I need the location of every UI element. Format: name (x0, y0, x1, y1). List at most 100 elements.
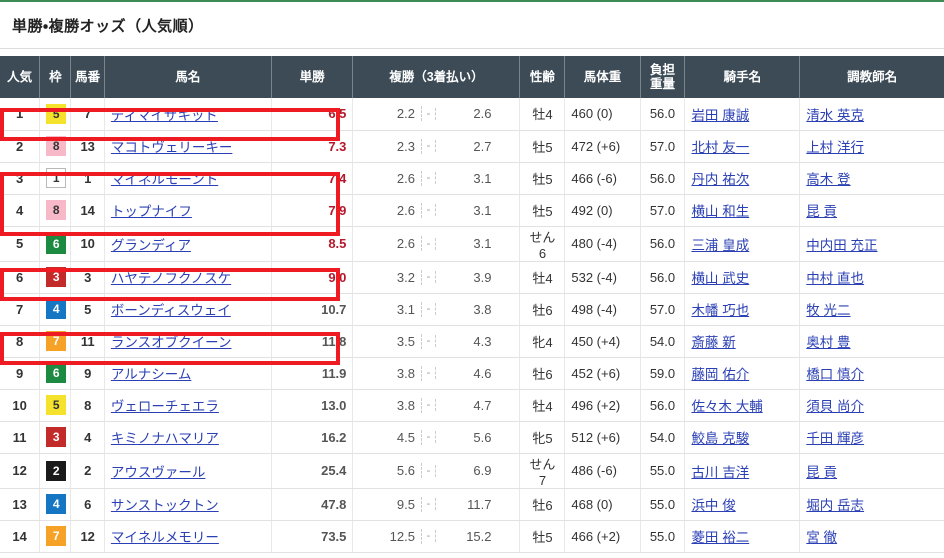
header-weight[interactable]: 馬体重 (564, 56, 641, 98)
trainer-name-link[interactable]: 橋口 慎介 (806, 367, 865, 382)
jockey-name-link[interactable]: 三浦 皇成 (691, 237, 750, 253)
place-odds-high: 4.7 (473, 397, 492, 413)
jockey-name-link[interactable]: 横山 武史 (691, 271, 750, 286)
cell-horse-weight: 496 (+2) (564, 389, 641, 422)
trainer-name-link[interactable]: 須貝 尚介 (806, 399, 865, 414)
header-jockey[interactable]: 騎手名 (684, 56, 801, 98)
trainer-name-link[interactable]: 昆 貢 (806, 204, 838, 219)
trainer-name-link[interactable]: 上村 洋行 (806, 140, 865, 155)
jockey-name-link[interactable]: 古川 吉洋 (691, 464, 750, 480)
table-row: 11 3 4 キミノナハマリア 16.2 4.5- 5.6 牝5 512 (+6) 54.0 鮫島 … (0, 421, 944, 454)
jockey-name-link[interactable]: 丹内 祐次 (691, 172, 750, 187)
waku-badge: 5 (46, 103, 67, 124)
trainer-name-link[interactable]: 宮 徹 (806, 530, 838, 545)
horse-name-link[interactable]: ランスオブクイーン (110, 335, 232, 350)
horse-name-link[interactable]: マイネルモーント (110, 172, 219, 187)
cell-jockey: 菱田 裕二 (684, 520, 801, 553)
place-odds-separator: - (422, 204, 436, 216)
cell-umaban: 11 (70, 325, 105, 358)
cell-rank: 3 (0, 162, 41, 195)
header-rank[interactable]: 人気 (0, 56, 41, 98)
jockey-name-link[interactable]: 木幡 巧也 (691, 303, 750, 318)
table-row: 5 6 10 グランディア 8.5 2.6- 3.1 せん6 480 (-4) 56.0 三浦 皇成… (0, 226, 944, 262)
jockey-name-link[interactable]: 斎藤 新 (691, 335, 736, 350)
trainer-name-link[interactable]: 堀内 岳志 (806, 498, 865, 513)
jockey-name-link[interactable]: 浜中 俊 (691, 498, 736, 513)
trainer-name-link[interactable]: 奥村 豊 (806, 335, 851, 350)
cell-horse-weight: 480 (-4) (564, 226, 641, 262)
place-odds-low: 5.6 (359, 463, 422, 478)
cell-umaban: 13 (70, 130, 105, 163)
header-win[interactable]: 単勝 (271, 56, 354, 98)
cell-sex-age: せん7 (519, 453, 566, 489)
place-odds-separator: - (422, 140, 436, 152)
horse-name-link[interactable]: グランディア (110, 237, 191, 253)
jockey-name-link[interactable]: 菱田 裕二 (691, 530, 750, 545)
trainer-name-link[interactable]: 牧 光二 (806, 303, 851, 318)
jockey-name-link[interactable]: 岩田 康誠 (691, 107, 750, 123)
cell-jockey: 木幡 巧也 (684, 293, 801, 326)
header-waku[interactable]: 枠 (39, 56, 72, 98)
trainer-name-link[interactable]: 高木 登 (806, 172, 851, 187)
cell-jockey: 丹内 祐次 (684, 162, 801, 195)
cell-sex-age: 牡5 (519, 520, 566, 553)
jockey-name-link[interactable]: 鮫島 克駿 (691, 431, 750, 446)
trainer-name-link[interactable]: 昆 貢 (806, 464, 838, 480)
jockey-name-link[interactable]: 北村 友一 (691, 140, 750, 155)
jockey-name-link[interactable]: 藤岡 佑介 (691, 367, 750, 382)
cell-horse-weight: 498 (-4) (564, 293, 641, 326)
cell-horse-name: グランディア (104, 226, 272, 262)
table-row: 2 8 13 マコトヴェリーキー 7.3 2.3- 2.7 牡5 472 (+6) 57.0 北村 … (0, 130, 944, 163)
horse-name-link[interactable]: アウスヴァール (110, 464, 206, 480)
trainer-name-link[interactable]: 中村 直也 (806, 271, 865, 286)
trainer-name-link[interactable]: 中内田 充正 (806, 237, 878, 253)
cell-horse-name: トップナイフ (104, 194, 272, 227)
horse-name-link[interactable]: マイネルメモリー (110, 530, 219, 545)
trainer-name-link[interactable]: 清水 英克 (806, 107, 865, 123)
jockey-name-link[interactable]: 横山 和生 (691, 204, 750, 219)
place-odds-separator: - (422, 498, 436, 510)
cell-waku: 3 (39, 261, 72, 294)
cell-trainer: 橋口 慎介 (799, 357, 944, 390)
horse-name-link[interactable]: キミノナハマリア (110, 431, 219, 446)
cell-horse-name: ボーンディスウェイ (104, 293, 272, 326)
cell-rank: 10 (0, 389, 41, 422)
cell-waku: 5 (39, 389, 72, 422)
header-trainer[interactable]: 調教師名 (799, 56, 944, 98)
cell-waku: 2 (39, 453, 72, 489)
cell-umaban: 14 (70, 194, 105, 227)
place-odds-separator: - (422, 530, 436, 542)
spacer (0, 49, 944, 56)
cell-jockey: 三浦 皇成 (684, 226, 801, 262)
jockey-name-link[interactable]: 佐々木 大輔 (691, 399, 763, 414)
place-odds-high: 3.9 (473, 269, 492, 285)
table-row: 14 7 12 マイネルメモリー 73.5 12.5- 15.2 牡5 466 (+2) 55.0… (0, 520, 944, 553)
cell-horse-name: ハヤテノフクノスケ (104, 261, 272, 294)
cell-umaban: 2 (70, 453, 105, 489)
cell-horse-name: ランスオブクイーン (104, 325, 272, 358)
horse-name-link[interactable]: トップナイフ (110, 204, 192, 219)
horse-name-link[interactable]: ヴェローチェエラ (110, 399, 219, 414)
cell-place-odds: 3.5- 4.3 (352, 325, 521, 358)
horse-name-link[interactable]: アルナシーム (110, 367, 192, 382)
cell-win-odds: 25.4 (271, 453, 354, 489)
header-sexage[interactable]: 性齢 (519, 56, 566, 98)
header-load[interactable]: 負担 重量 (640, 56, 686, 98)
horse-name-link[interactable]: ハヤテノフクノスケ (110, 271, 232, 286)
table-row: 6 3 3 ハヤテノフクノスケ 9.0 3.2- 3.9 牡4 532 (-4) 56.0 横山 武… (0, 261, 944, 294)
cell-umaban: 7 (70, 98, 105, 131)
horse-name-link[interactable]: ディマイザキッド (110, 107, 218, 123)
horse-name-link[interactable]: マコトヴェリーキー (110, 140, 233, 155)
cell-win-odds: 6.5 (271, 98, 354, 131)
place-odds-low: 4.5 (359, 429, 422, 445)
waku-badge: 7 (46, 526, 67, 546)
header-name[interactable]: 馬名 (104, 56, 272, 98)
horse-name-link[interactable]: ボーンディスウェイ (110, 303, 231, 318)
trainer-name-link[interactable]: 千田 輝彦 (806, 431, 865, 446)
place-odds-low: 9.5 (359, 496, 422, 512)
header-place[interactable]: 複勝（3着払い） (352, 56, 521, 98)
horse-name-link[interactable]: サンストックトン (110, 498, 219, 513)
header-umaban[interactable]: 馬番 (70, 56, 105, 98)
cell-trainer: 中内田 充正 (799, 226, 944, 262)
cell-trainer: 堀内 岳志 (799, 488, 944, 521)
